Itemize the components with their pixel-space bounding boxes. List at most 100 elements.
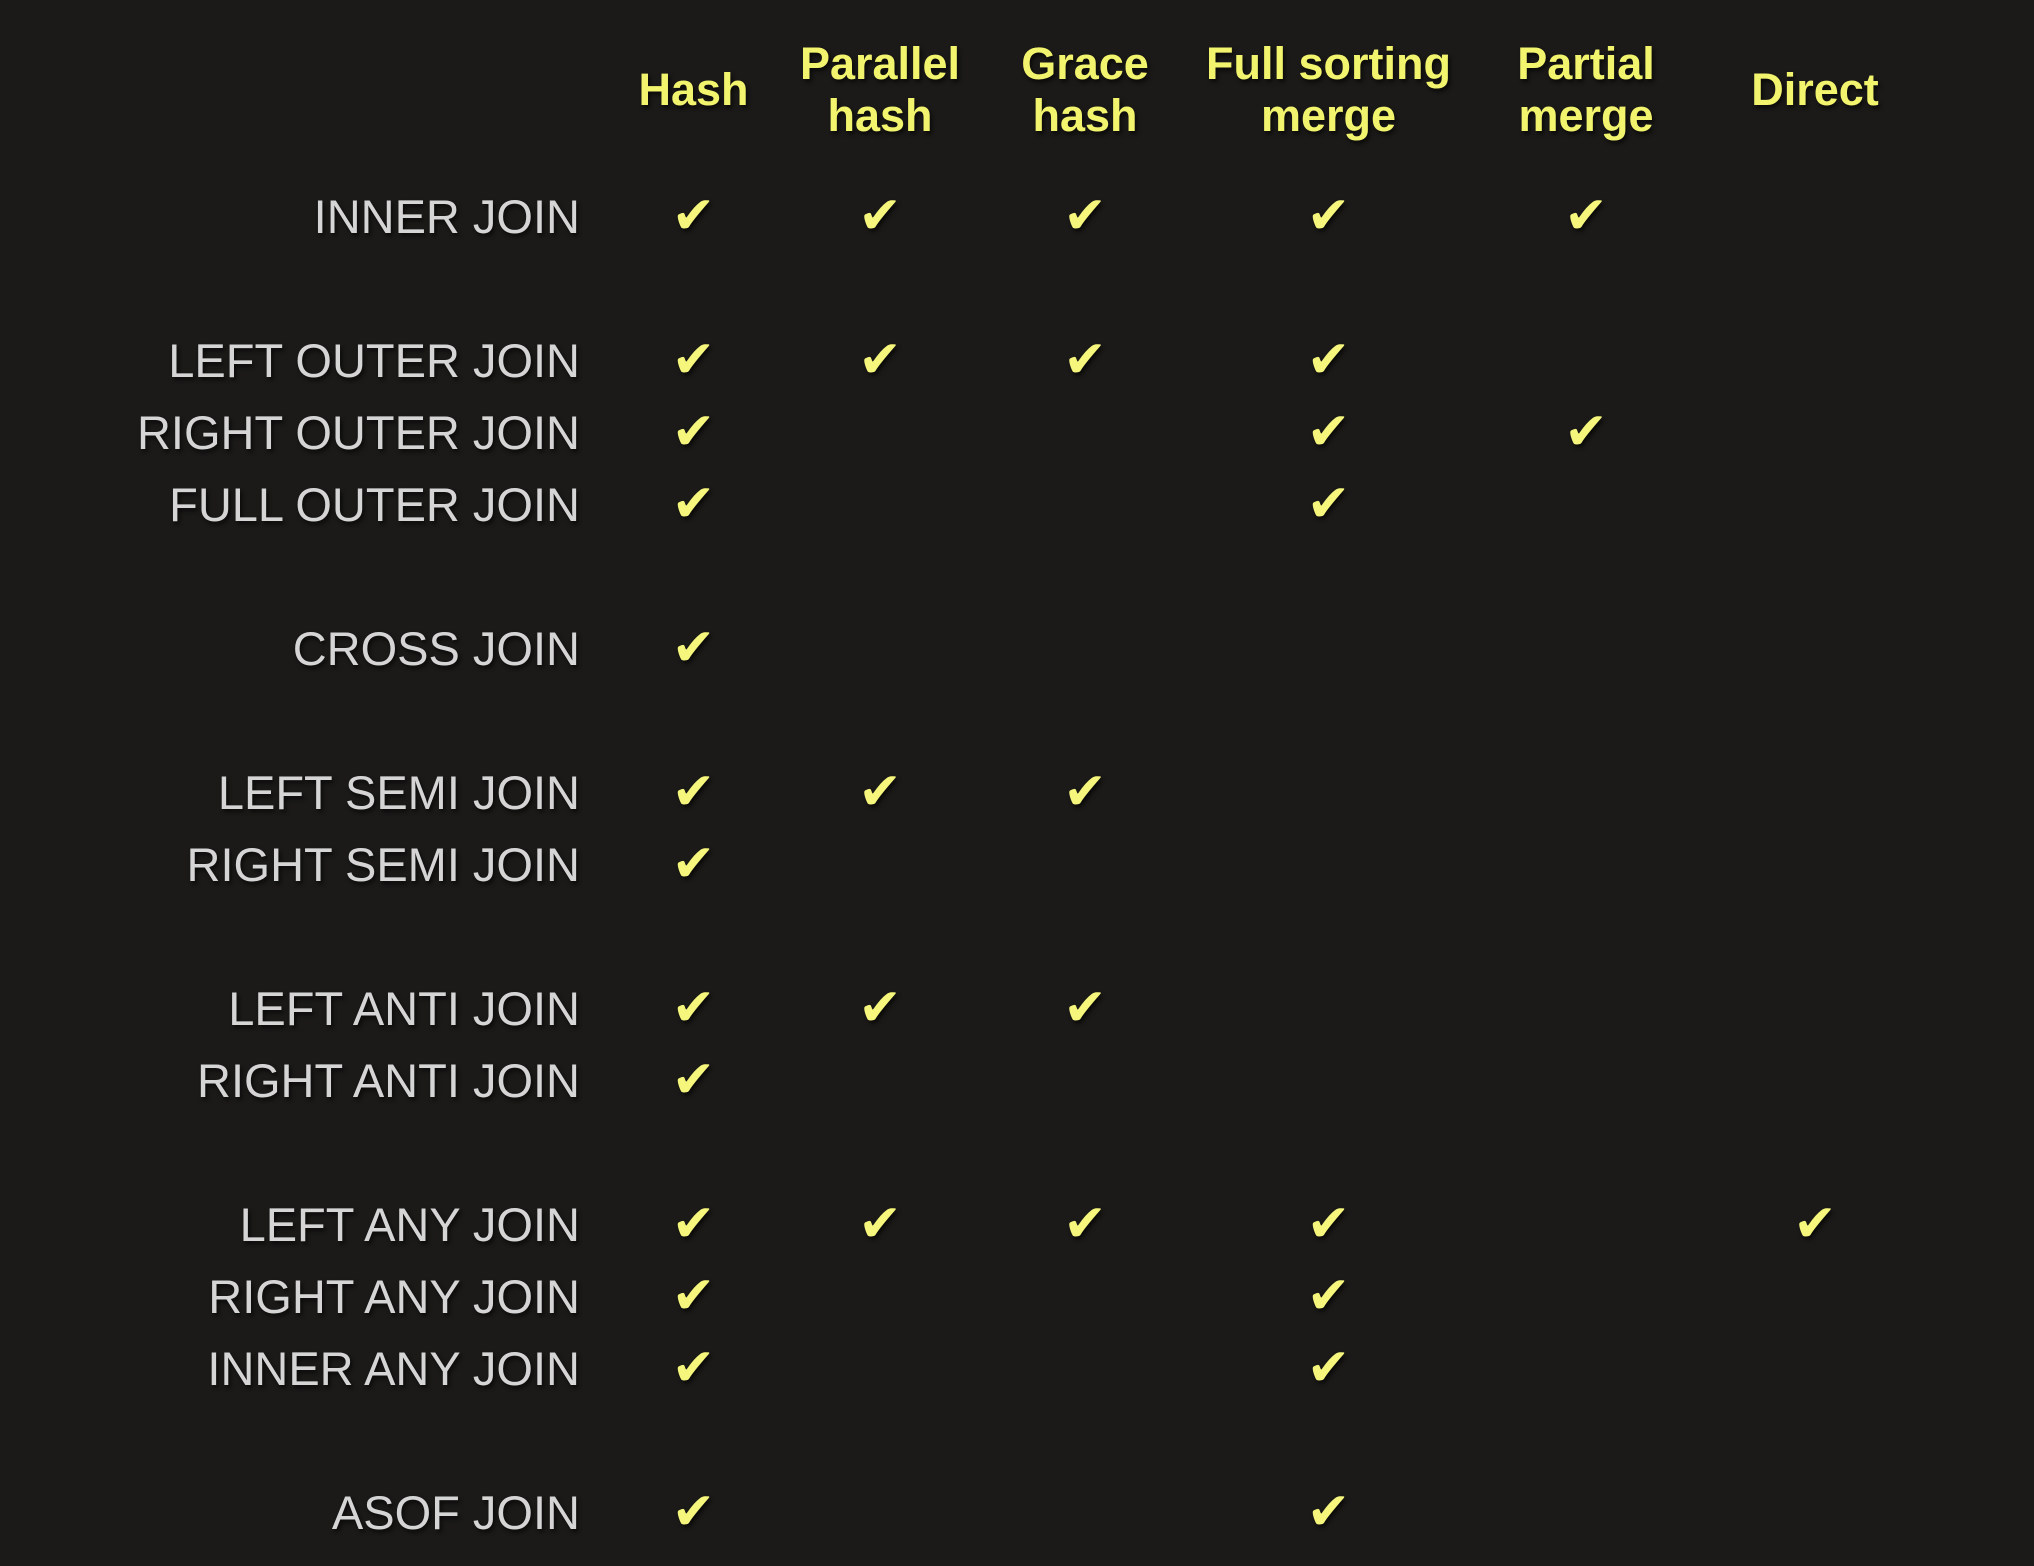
support-cell: ✔ bbox=[775, 756, 985, 828]
heavy-checkmark-icon: ✔ bbox=[671, 762, 716, 822]
support-cell: ✔ bbox=[612, 612, 775, 684]
heavy-checkmark-icon: ✔ bbox=[1306, 1482, 1351, 1542]
empty-cell bbox=[1472, 972, 1700, 1044]
heavy-checkmark-icon: ✔ bbox=[1063, 978, 1107, 1038]
empty-cell bbox=[1700, 756, 1930, 828]
empty-cell bbox=[775, 612, 985, 684]
empty-cell bbox=[985, 612, 1185, 684]
corner-cell bbox=[0, 0, 612, 180]
empty-cell bbox=[1185, 1044, 1472, 1116]
empty-cell bbox=[1700, 612, 1930, 684]
empty-cell bbox=[1472, 828, 1700, 900]
heavy-checkmark-icon: ✔ bbox=[671, 1266, 716, 1326]
heavy-checkmark-icon: ✔ bbox=[671, 1482, 716, 1542]
heavy-checkmark-icon: ✔ bbox=[858, 330, 902, 390]
empty-cell bbox=[1185, 612, 1472, 684]
support-cell: ✔ bbox=[612, 396, 775, 468]
empty-cell bbox=[1472, 324, 1700, 396]
heavy-checkmark-icon: ✔ bbox=[671, 618, 716, 678]
support-cell: ✔ bbox=[612, 1332, 775, 1404]
heavy-checkmark-icon: ✔ bbox=[671, 1194, 716, 1254]
heavy-checkmark-icon: ✔ bbox=[671, 474, 716, 534]
empty-cell bbox=[985, 468, 1185, 540]
heavy-checkmark-icon: ✔ bbox=[858, 1194, 902, 1254]
support-cell: ✔ bbox=[1185, 1476, 1472, 1548]
support-cell: ✔ bbox=[612, 756, 775, 828]
support-cell: ✔ bbox=[1185, 324, 1472, 396]
column-header-full-sorting: Full sorting merge bbox=[1206, 38, 1451, 141]
support-cell: ✔ bbox=[985, 972, 1185, 1044]
empty-cell bbox=[1700, 972, 1930, 1044]
support-cell: ✔ bbox=[612, 1476, 775, 1548]
empty-cell bbox=[1700, 1332, 1930, 1404]
empty-cell bbox=[1700, 324, 1930, 396]
group-spacer bbox=[0, 540, 1930, 612]
heavy-checkmark-icon: ✔ bbox=[671, 186, 716, 246]
empty-cell bbox=[1472, 1044, 1700, 1116]
join-type-label-asof-join: ASOF JOIN bbox=[331, 1485, 580, 1539]
empty-cell bbox=[775, 828, 985, 900]
join-type-label-inner-join: INNER JOIN bbox=[313, 189, 580, 243]
empty-cell bbox=[1700, 1260, 1930, 1332]
support-cell: ✔ bbox=[1185, 180, 1472, 252]
empty-cell bbox=[1700, 180, 1930, 252]
empty-cell bbox=[775, 468, 985, 540]
group-spacer bbox=[0, 1116, 1930, 1188]
empty-cell bbox=[775, 1044, 985, 1116]
heavy-checkmark-icon: ✔ bbox=[1306, 1338, 1351, 1398]
join-type-label-cross-join: CROSS JOIN bbox=[292, 621, 580, 675]
heavy-checkmark-icon: ✔ bbox=[1063, 330, 1107, 390]
heavy-checkmark-icon: ✔ bbox=[1063, 1194, 1107, 1254]
empty-cell bbox=[1700, 1476, 1930, 1548]
support-cell: ✔ bbox=[775, 1188, 985, 1260]
empty-cell bbox=[1700, 468, 1930, 540]
join-type-label-left-semi-join: LEFT SEMI JOIN bbox=[217, 765, 580, 819]
heavy-checkmark-icon: ✔ bbox=[671, 330, 716, 390]
support-cell: ✔ bbox=[1185, 1188, 1472, 1260]
empty-cell bbox=[985, 396, 1185, 468]
support-cell: ✔ bbox=[612, 180, 775, 252]
empty-cell bbox=[775, 1476, 985, 1548]
empty-cell bbox=[1700, 1044, 1930, 1116]
support-cell: ✔ bbox=[1185, 396, 1472, 468]
heavy-checkmark-icon: ✔ bbox=[1306, 1266, 1351, 1326]
empty-cell bbox=[1472, 468, 1700, 540]
support-cell: ✔ bbox=[1472, 396, 1700, 468]
join-type-label-inner-any-join: INNER ANY JOIN bbox=[207, 1341, 580, 1395]
column-header-parallel: Parallel hash bbox=[799, 38, 961, 141]
support-cell: ✔ bbox=[985, 1188, 1185, 1260]
join-type-label-right-anti-join: RIGHT ANTI JOIN bbox=[197, 1053, 580, 1107]
empty-cell bbox=[775, 396, 985, 468]
empty-cell bbox=[775, 1332, 985, 1404]
support-cell: ✔ bbox=[985, 180, 1185, 252]
group-spacer bbox=[0, 1404, 1930, 1476]
empty-cell bbox=[1472, 1476, 1700, 1548]
join-type-label-right-any-join: RIGHT ANY JOIN bbox=[208, 1269, 580, 1323]
join-type-label-left-outer-join: LEFT OUTER JOIN bbox=[168, 333, 580, 387]
heavy-checkmark-icon: ✔ bbox=[1063, 762, 1107, 822]
support-cell: ✔ bbox=[612, 1188, 775, 1260]
column-header-direct: Direct bbox=[1751, 64, 1879, 115]
support-cell: ✔ bbox=[612, 972, 775, 1044]
empty-cell bbox=[1472, 756, 1700, 828]
group-spacer bbox=[0, 684, 1930, 756]
support-cell: ✔ bbox=[612, 468, 775, 540]
column-header-hash: Hash bbox=[638, 64, 749, 115]
join-type-label-full-outer-join: FULL OUTER JOIN bbox=[169, 477, 580, 531]
support-cell: ✔ bbox=[1700, 1188, 1930, 1260]
heavy-checkmark-icon: ✔ bbox=[1306, 1194, 1351, 1254]
heavy-checkmark-icon: ✔ bbox=[671, 978, 716, 1038]
column-header-grace: Grace hash bbox=[1021, 38, 1149, 141]
heavy-checkmark-icon: ✔ bbox=[1564, 402, 1608, 462]
support-cell: ✔ bbox=[1472, 180, 1700, 252]
support-cell: ✔ bbox=[775, 180, 985, 252]
support-cell: ✔ bbox=[1185, 1332, 1472, 1404]
empty-cell bbox=[1472, 1188, 1700, 1260]
empty-cell bbox=[1185, 828, 1472, 900]
support-cell: ✔ bbox=[612, 1044, 775, 1116]
empty-cell bbox=[985, 1476, 1185, 1548]
heavy-checkmark-icon: ✔ bbox=[858, 978, 902, 1038]
heavy-checkmark-icon: ✔ bbox=[858, 762, 902, 822]
support-cell: ✔ bbox=[775, 972, 985, 1044]
